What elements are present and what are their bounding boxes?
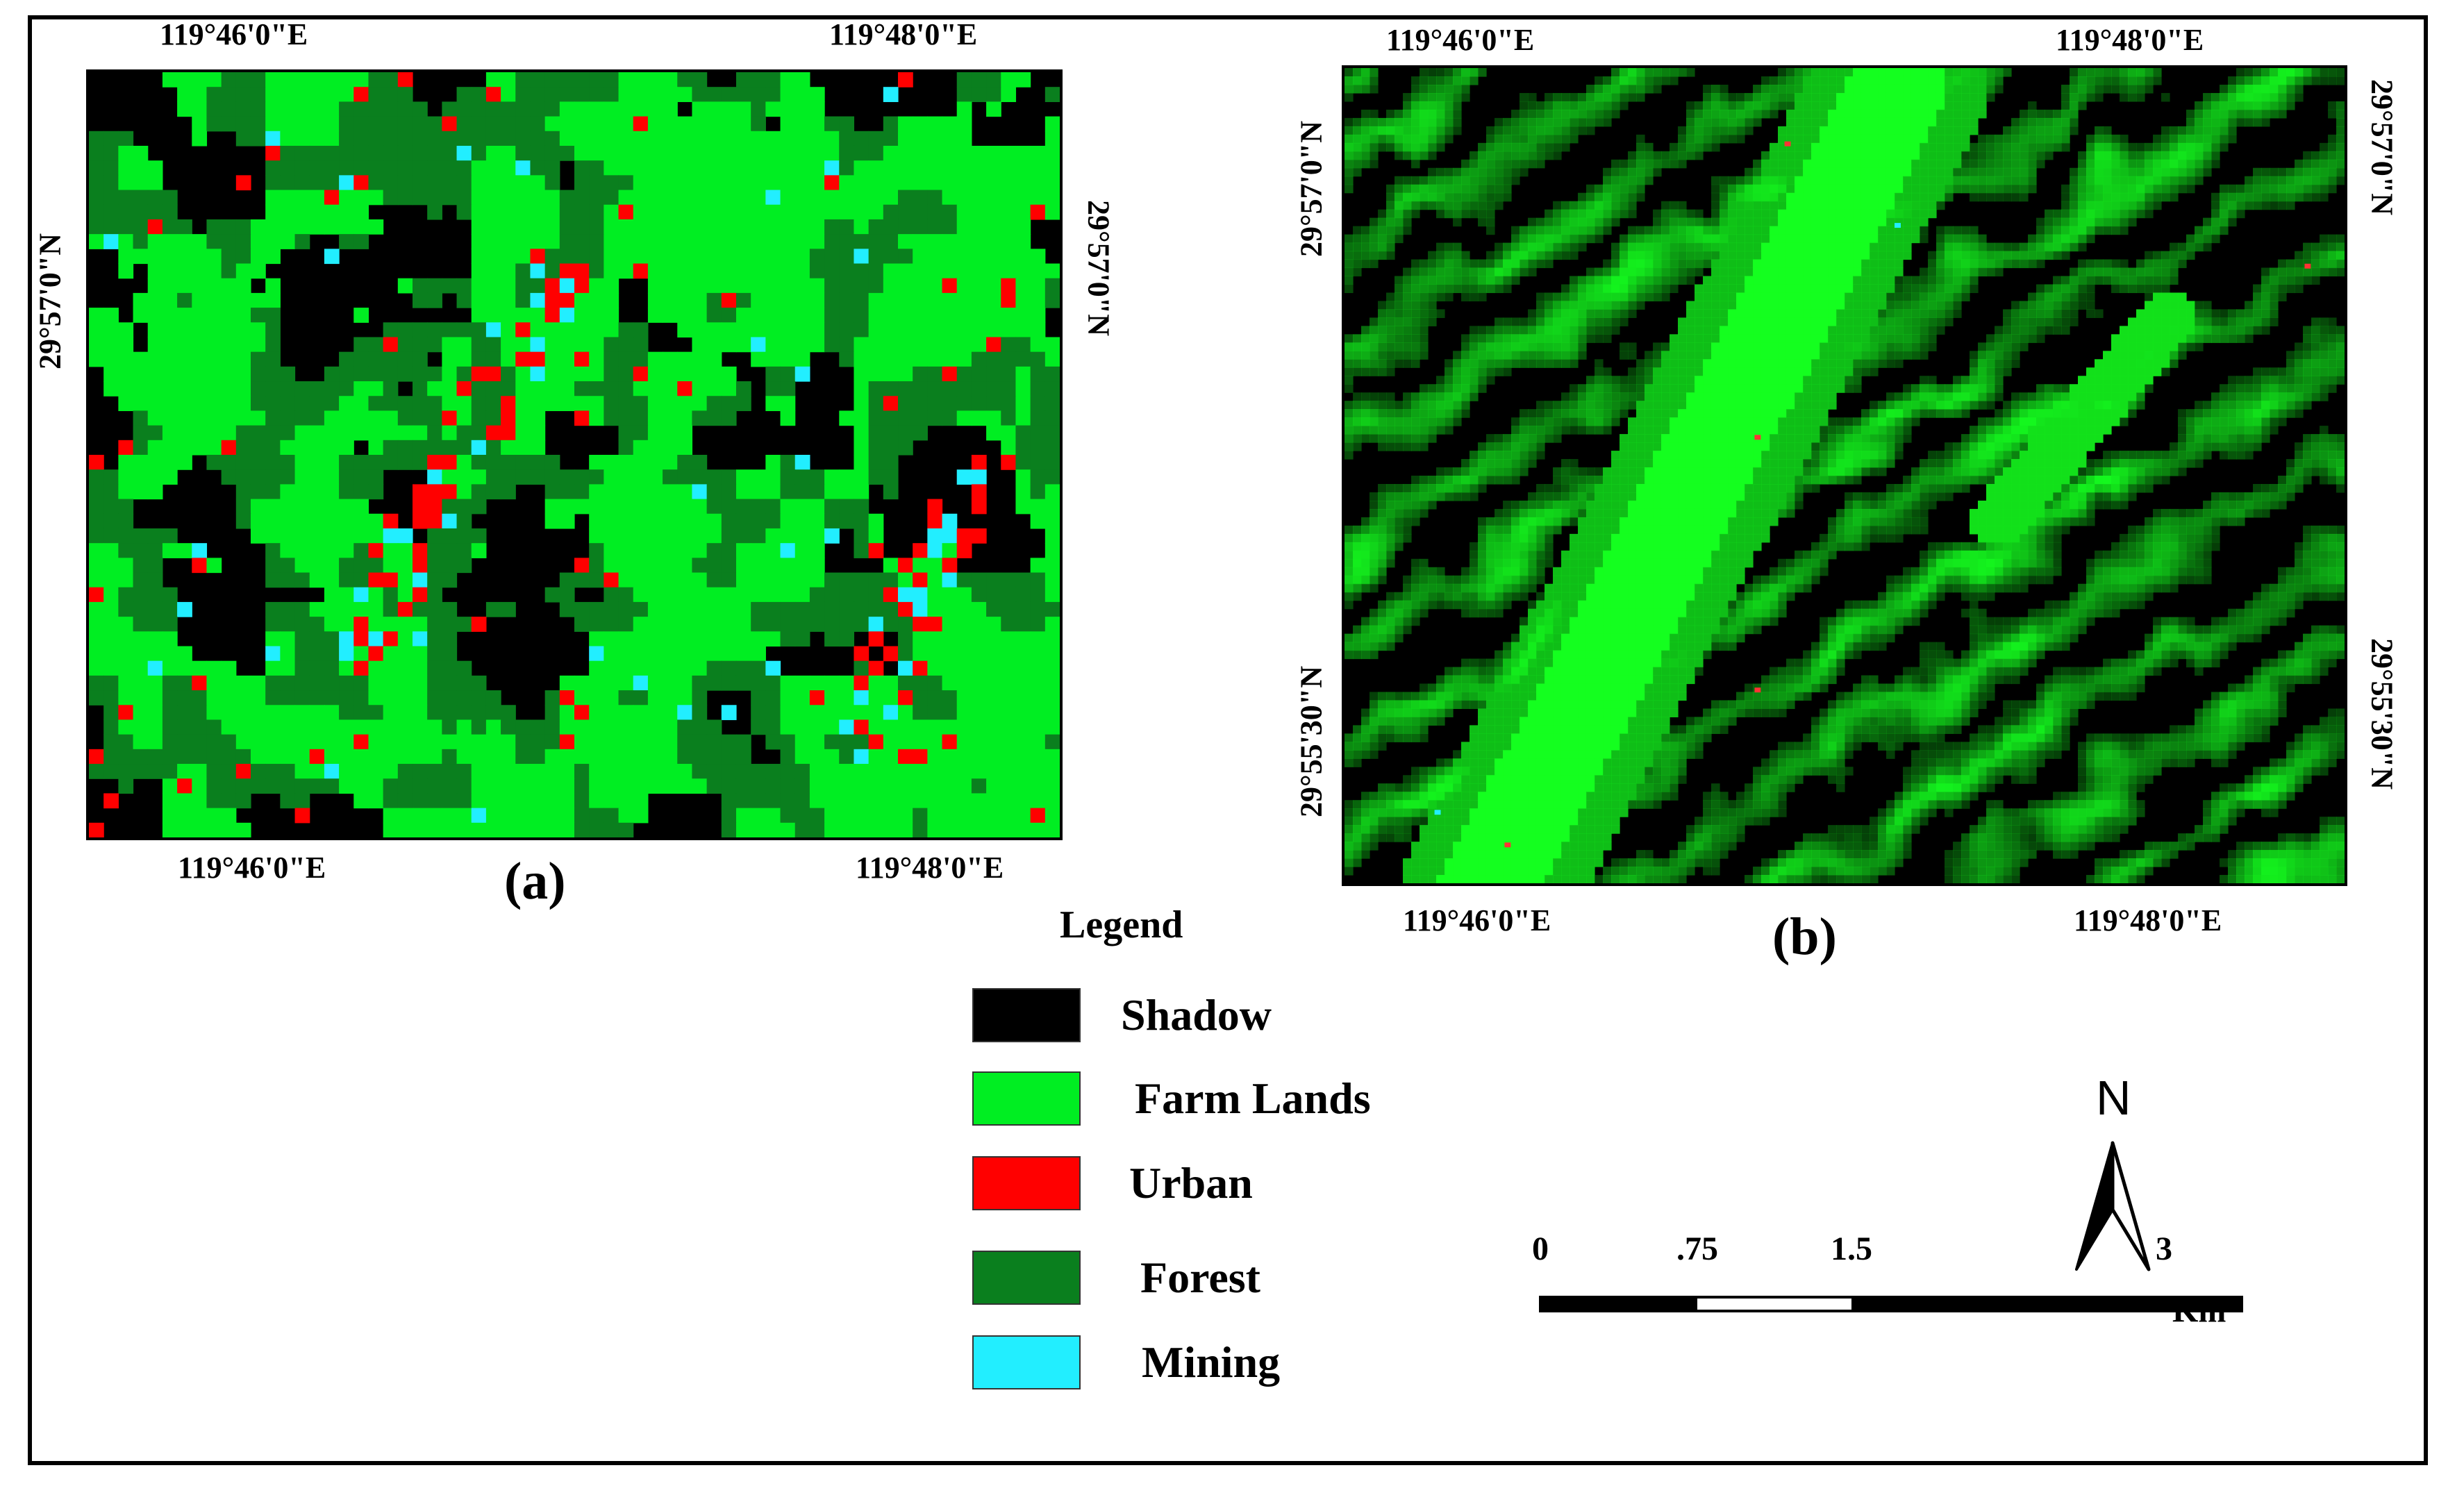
legend-title: Legend — [1060, 903, 1183, 946]
map-b-bottom-coord-right: 119°48'0"E — [2074, 903, 2222, 937]
map-b-left-coord-top: 29°57'0"N — [1294, 120, 1329, 258]
map-b-left-coord-bottom: 29°55'30"N — [1294, 665, 1329, 818]
legend-label-shadow: Shadow — [1121, 990, 1272, 1040]
map-a-top-coord-left: 119°46'0"E — [160, 17, 308, 51]
legend-item-forest: Forest — [972, 1249, 1260, 1307]
map-a-caption: (a) — [504, 852, 566, 910]
legend-swatch-farm-lands — [972, 1071, 1081, 1126]
map-a-right-coord: 29°57'0"N — [1081, 199, 1116, 337]
legend-item-mining: Mining — [972, 1333, 1280, 1392]
satellite-map-b — [1342, 65, 2347, 886]
map-b-bottom-coord-left: 119°46'0"E — [1403, 903, 1551, 937]
map-a-top-coord-right: 119°48'0"E — [829, 17, 978, 51]
legend-item-farm-lands: Farm Lands — [972, 1069, 1371, 1128]
scale-label-1-5: 1.5 — [1831, 1230, 1872, 1267]
legend-swatch-shadow — [972, 988, 1081, 1042]
classified-map-a — [86, 69, 1063, 840]
legend-label-forest: Forest — [1140, 1253, 1260, 1302]
legend-swatch-mining — [972, 1335, 1081, 1389]
north-label: N — [2096, 1071, 2131, 1125]
map-b-right-coord-bottom: 29°55'30"N — [2365, 637, 2399, 790]
legend-item-urban: Urban — [972, 1154, 1253, 1212]
scale-label-3: 3 — [2156, 1230, 2172, 1267]
classified-raster — [89, 72, 1060, 837]
map-b-caption: (b) — [1772, 908, 1837, 966]
north-arrow-icon — [2075, 1141, 2151, 1271]
legend-label-farm-lands: Farm Lands — [1135, 1074, 1371, 1123]
map-a-bottom-coord-right: 119°48'0"E — [856, 851, 1004, 885]
map-b-terrain — [1345, 68, 2345, 883]
scale-label-0: 0 — [1532, 1230, 1549, 1267]
map-a-cells — [89, 72, 1060, 837]
scale-label-075: .75 — [1676, 1230, 1718, 1267]
map-a-bottom-coord-left: 119°46'0"E — [178, 851, 326, 885]
map-b-top-coord-left: 119°46'0"E — [1386, 23, 1535, 57]
scale-unit-label: Km — [2172, 1292, 2226, 1330]
map-b-right-coord-top: 29°57'0"N — [2365, 78, 2399, 216]
legend-label-urban: Urban — [1129, 1158, 1253, 1208]
scale-bar — [1539, 1296, 2243, 1312]
legend-label-mining: Mining — [1142, 1337, 1281, 1387]
map-b-top-coord-right: 119°48'0"E — [2056, 23, 2204, 57]
map-a-left-coord: 29°57'0"N — [33, 233, 67, 370]
legend-item-shadow: Shadow — [972, 986, 1272, 1044]
legend-swatch-forest — [972, 1251, 1081, 1305]
satellite-image — [1345, 68, 2345, 883]
legend-swatch-urban — [972, 1156, 1081, 1210]
